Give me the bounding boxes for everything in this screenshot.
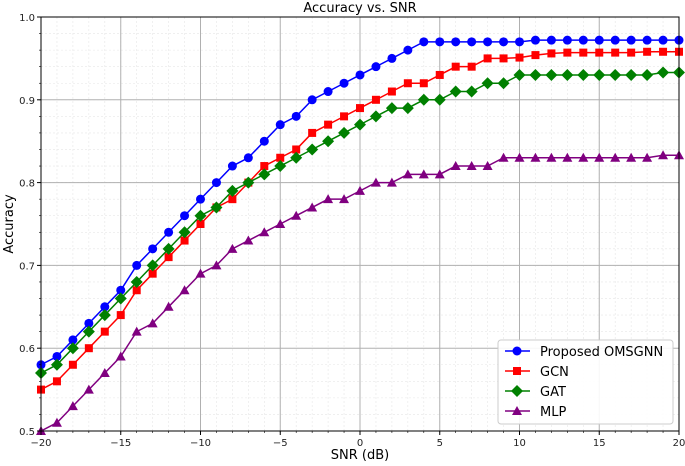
legend-box — [497, 339, 674, 425]
series-mlp — [36, 150, 684, 435]
diamond-marker-icon — [511, 385, 523, 397]
series-gat — [35, 66, 685, 380]
x-tick-label: −5 — [273, 438, 288, 449]
legend-item-gcn: GCN — [505, 365, 569, 380]
x-tick-label: 15 — [593, 438, 606, 449]
series-gcn — [37, 47, 683, 394]
x-tick-label: −10 — [190, 438, 211, 449]
y-tick-label: 0.7 — [19, 261, 35, 272]
circle-marker-icon — [512, 346, 522, 356]
legend-item-omsgnn: Proposed OMSGNN — [505, 345, 663, 360]
y-axis-label: Accuracy — [2, 194, 17, 254]
axis-ticks: −20 −15 −10 −5 0 5 10 15 20 0.5 0.6 0.7 0.8 0.9 1.0 — [19, 13, 685, 449]
square-marker-icon — [513, 367, 521, 375]
x-tick-label: 0 — [357, 438, 363, 449]
y-tick-label: 0.5 — [19, 427, 35, 438]
chart-title: Accuracy vs. SNR — [303, 1, 416, 16]
x-tick-label: −20 — [30, 438, 51, 449]
svg-text:Proposed OMSGNN: Proposed OMSGNN — [540, 345, 663, 360]
series-group — [35, 35, 685, 435]
svg-text:MLP: MLP — [540, 405, 566, 420]
svg-text:GCN: GCN — [540, 365, 569, 380]
x-tick-label: −15 — [110, 438, 131, 449]
legend-item-mlp: MLP — [505, 405, 566, 420]
y-tick-label: 0.9 — [19, 96, 35, 107]
legend-item-gat: GAT — [505, 385, 566, 400]
legend: Proposed OMSGNN GCN GAT MLP — [497, 339, 674, 425]
y-tick-label: 0.8 — [19, 179, 35, 190]
series-proposed-omsgnn — [36, 35, 684, 370]
svg-text:GAT: GAT — [540, 385, 566, 400]
x-tick-label: 10 — [513, 438, 526, 449]
x-tick-label: 20 — [673, 438, 685, 449]
x-tick-label: 5 — [437, 438, 443, 449]
x-axis-label: SNR (dB) — [331, 448, 389, 463]
y-tick-label: 0.6 — [19, 344, 35, 355]
triangle-marker-icon — [512, 406, 522, 415]
y-tick-label: 1.0 — [19, 13, 35, 24]
